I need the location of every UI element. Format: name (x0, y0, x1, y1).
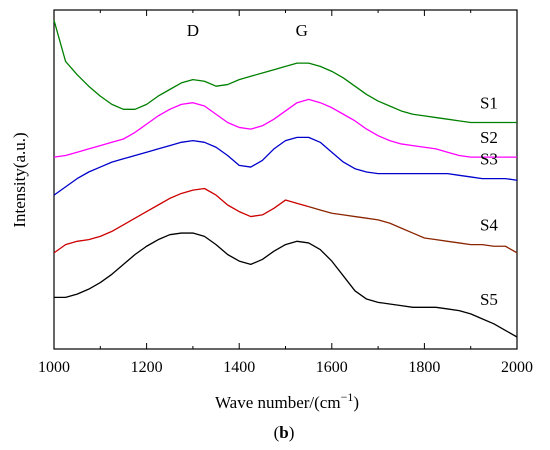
plot-frame (53, 9, 518, 350)
series-line-s5 (54, 232, 518, 338)
series-label-s5: S5 (480, 290, 498, 309)
x-tick-label: 1200 (131, 359, 163, 376)
figure-caption: (b) (274, 423, 295, 442)
x-tick-label: 2000 (501, 359, 533, 376)
series-label-s1: S1 (480, 94, 498, 113)
x-tick-label: 1600 (316, 359, 348, 376)
peak-label-d: D (187, 21, 199, 40)
series-line-s2 (53, 98, 517, 158)
x-tick-label: 1800 (408, 359, 440, 376)
x-axis-ticks (53, 10, 518, 349)
x-tick-label: 1400 (223, 359, 255, 376)
x-axis-tick-labels: 1000 1200 1400 1600 1800 2000 (38, 359, 533, 376)
x-axis-title-superscript: −1 (341, 390, 354, 404)
peak-label-g: G (296, 21, 308, 40)
x-axis-title: Wave number/(cm−1) (215, 390, 359, 412)
series-lines (53, 20, 518, 338)
series-line-s1 (53, 20, 517, 124)
series-label-s4: S4 (480, 216, 498, 235)
y-axis-title: Intensity(a.u.) (10, 132, 29, 227)
series-label-s3: S3 (480, 150, 498, 169)
series-label-s2: S2 (480, 128, 498, 147)
series-line-s4-tail (308, 206, 518, 254)
series-line-s4 (53, 187, 309, 254)
series-labels: S1 S2 S3 S4 S5 (480, 94, 498, 309)
x-tick-label: 1000 (38, 359, 70, 376)
series-line-s3 (53, 136, 518, 196)
